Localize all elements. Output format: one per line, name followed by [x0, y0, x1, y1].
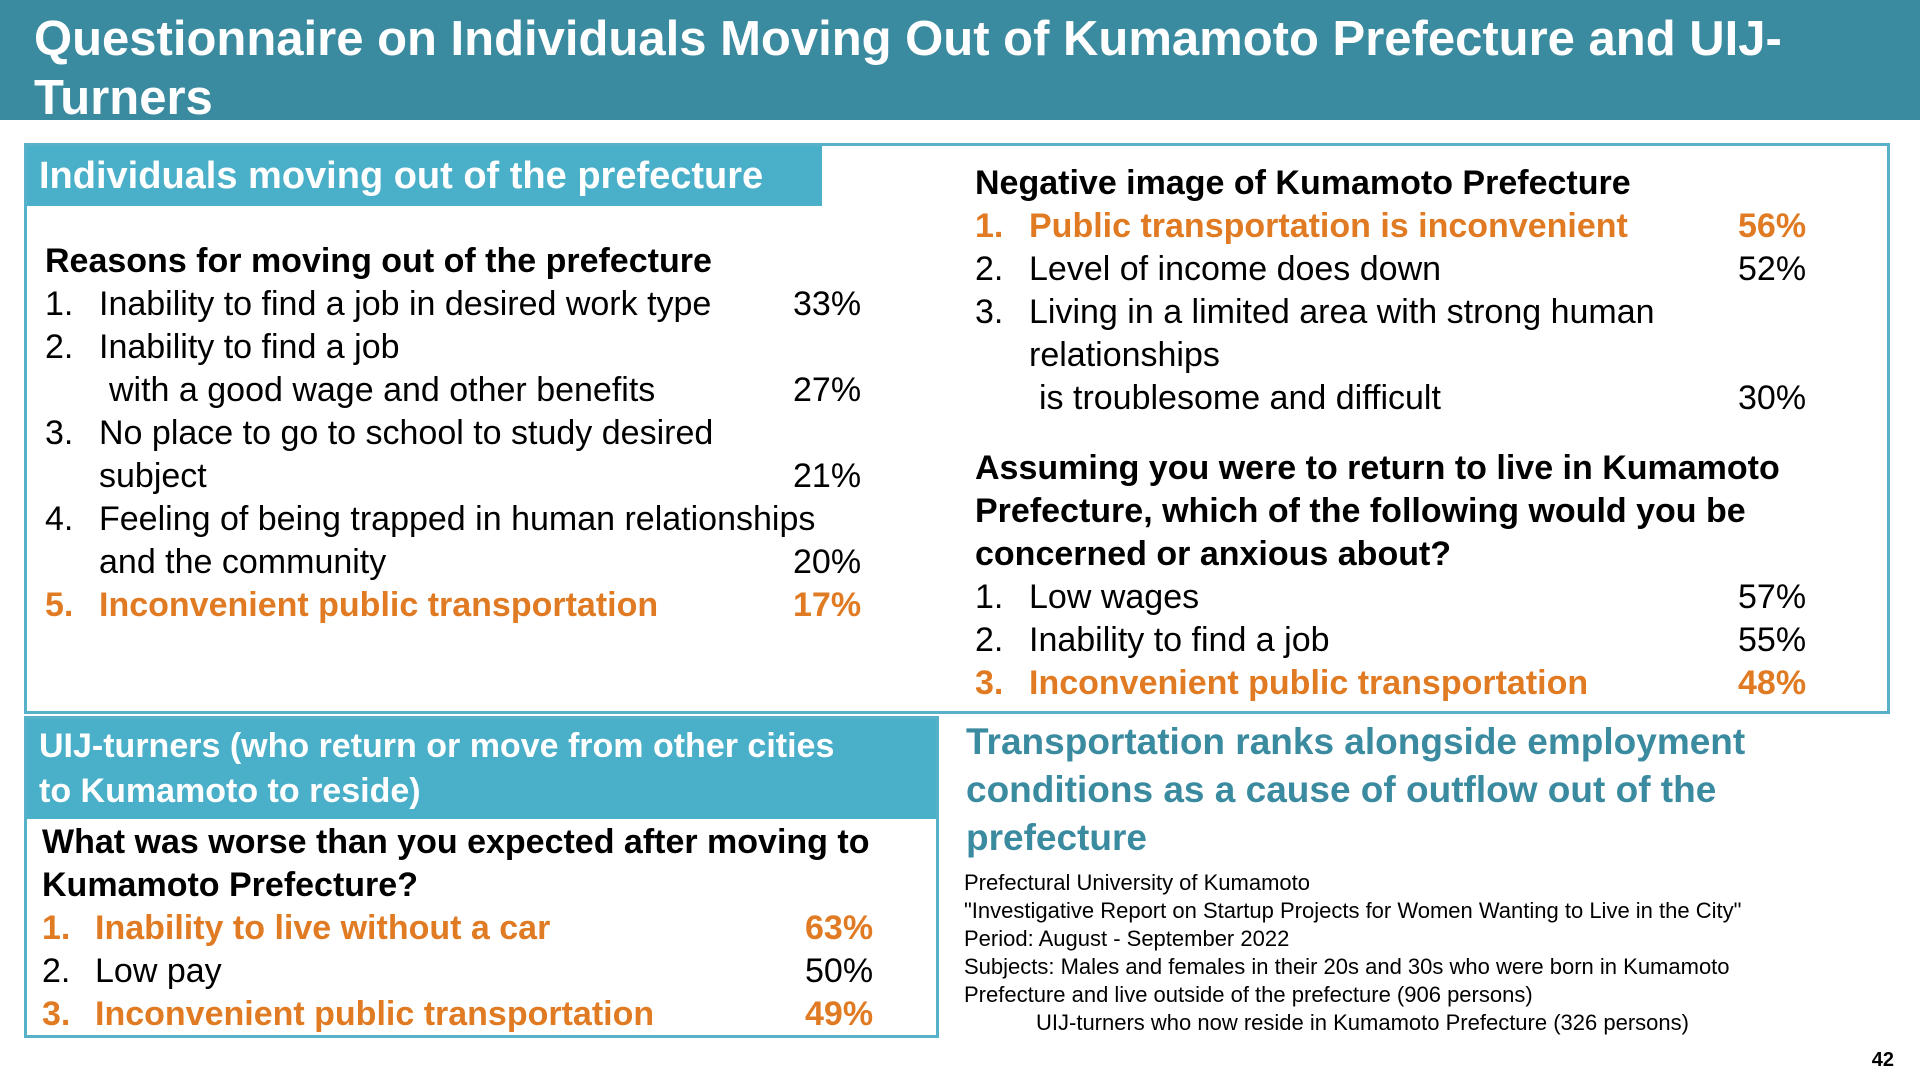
item-percent: 33% [793, 285, 862, 323]
item-percent: 30% [1738, 379, 1807, 417]
conclusion-line: conditions as a cause of outflow out of … [966, 769, 1717, 810]
item-text: Inability to find a job in desired work … [99, 285, 712, 323]
conclusion-line: Transportation ranks alongside employmen… [966, 721, 1746, 762]
item-text: Inconvenient public transportation [99, 586, 659, 624]
negative-image-list: Negative image of Kumamoto Prefecture 1.… [975, 162, 1855, 705]
item-number: 2. [42, 952, 71, 990]
uij-item-highlighted: 3. Inconvenient public transportation 49% [42, 993, 922, 1036]
item-percent: 50% [805, 952, 874, 990]
source-report: "Investigative Report on Startup Project… [964, 898, 1742, 923]
moving-out-panel [24, 143, 1890, 714]
source-institution: Prefectural University of Kumamoto [964, 870, 1311, 895]
reason-item-highlighted: 5. Inconvenient public transportation 17% [45, 584, 875, 627]
item-number: 3. [975, 664, 1004, 702]
item-percent: 56% [1738, 207, 1807, 245]
item-text: Living in a limited area with strong hum… [1029, 293, 1655, 331]
item-text: with a good wage and other benefits [109, 371, 656, 409]
item-percent: 21% [793, 457, 862, 495]
source-subjects: UIJ-turners who now reside in Kumamoto P… [1036, 1010, 1689, 1035]
item-number: 2. [975, 621, 1004, 659]
uij-header-line: UIJ-turners (who return or move from oth… [39, 727, 835, 765]
item-number: 1. [45, 285, 74, 323]
reason-item: 1. Inability to find a job in desired wor… [45, 283, 875, 326]
item-percent: 17% [793, 586, 862, 624]
source-subjects: Subjects: Males and females in their 20s… [964, 954, 1730, 979]
uij-question: What was worse than you expected after m… [42, 821, 922, 907]
item-number: 1. [975, 578, 1004, 616]
negative-heading: Negative image of Kumamoto Prefecture [975, 164, 1631, 202]
item-text: Public transportation is inconvenient [1029, 207, 1628, 245]
item-number: 1. [42, 909, 71, 947]
uij-list: What was worse than you expected after m… [42, 821, 922, 1036]
source-subjects: Prefecture and live outside of the prefe… [964, 982, 1533, 1007]
return-item: 2. Inability to find a job 55% [975, 619, 1855, 662]
return-item-highlighted: 3. Inconvenient public transportation 48% [975, 662, 1855, 705]
conclusion-line: prefecture [966, 817, 1147, 858]
item-number: 2. [975, 250, 1004, 288]
reasons-heading: Reasons for moving out of the prefecture [45, 242, 712, 280]
item-number: 5. [45, 586, 74, 624]
item-text: subject [99, 457, 207, 495]
return-heading-line: concerned or anxious about? [975, 535, 1452, 573]
item-text: No place to go to school to study desire… [99, 414, 714, 452]
title-bar: Questionnaire on Individuals Moving Out … [0, 0, 1920, 125]
return-heading-line: Prefecture, which of the following would… [975, 492, 1746, 530]
item-text: Inconvenient public transportation [1029, 664, 1589, 702]
reason-item: 3. No place to go to school to study desi… [45, 412, 875, 455]
uij-question-line: Kumamoto Prefecture? [42, 866, 418, 904]
reason-item: 2. Inability to find a job [45, 326, 875, 369]
item-percent: 63% [805, 909, 874, 947]
negative-item: 3. Living in a limited area with strong h… [975, 291, 1855, 334]
item-percent: 57% [1738, 578, 1807, 616]
uij-question-line: What was worse than you expected after m… [42, 823, 870, 861]
item-percent: 49% [805, 995, 874, 1033]
negative-item-continuation: relationships [975, 334, 1855, 377]
uij-item: 2. Low pay 50% [42, 950, 922, 993]
negative-item: 2. Level of income does down 52% [975, 248, 1855, 291]
item-text: is troublesome and difficult [1039, 379, 1441, 417]
reasons-list: Reasons for moving out of the prefecture… [45, 240, 875, 627]
item-text: Inability to find a job [99, 328, 400, 366]
item-text: Feeling of being trapped in human relati… [99, 500, 816, 538]
page-title: Questionnaire on Individuals Moving Out … [34, 12, 1782, 125]
negative-item-continuation: is troublesome and difficult 30% [975, 377, 1855, 420]
item-number: 2. [45, 328, 74, 366]
item-percent: 27% [793, 371, 862, 409]
reason-item-continuation: with a good wage and other benefits 27% [45, 369, 875, 412]
item-percent: 52% [1738, 250, 1807, 288]
uij-header: UIJ-turners (who return or move from oth… [27, 719, 936, 819]
page-number: 42 [1871, 1049, 1894, 1071]
item-percent: 55% [1738, 621, 1807, 659]
item-text: and the community [99, 543, 387, 581]
item-text: Level of income does down [1029, 250, 1442, 288]
item-number: 3. [42, 995, 71, 1033]
source-period: Period: August - September 2022 [964, 926, 1290, 951]
uij-header-line: to Kumamoto to reside) [39, 772, 421, 810]
reason-item-continuation: subject 21% [45, 455, 875, 498]
item-text: Low pay [95, 952, 222, 990]
item-text: relationships [1029, 336, 1220, 374]
item-number: 3. [975, 293, 1004, 331]
return-item: 1. Low wages 57% [975, 576, 1855, 619]
return-heading: Assuming you were to return to live in K… [975, 447, 1855, 576]
reason-item: 4. Feeling of being trapped in human rela… [45, 498, 875, 541]
item-number: 1. [975, 207, 1004, 245]
item-text: Inability to find a job [1029, 621, 1330, 659]
item-percent: 48% [1738, 664, 1807, 702]
item-text: Inconvenient public transportation [95, 995, 655, 1033]
item-number: 4. [45, 500, 74, 538]
source-notes: Prefectural University of Kumamoto "Inve… [964, 869, 1864, 1037]
item-text: Inability to live without a car [95, 909, 551, 947]
item-percent: 20% [793, 543, 862, 581]
item-text: Low wages [1029, 578, 1200, 616]
conclusion-text: Transportation ranks alongside employmen… [966, 718, 1846, 862]
item-number: 3. [45, 414, 74, 452]
moving-out-header: Individuals moving out of the prefecture [27, 146, 822, 206]
negative-item-highlighted: 1. Public transportation is inconvenient … [975, 205, 1855, 248]
reason-item-continuation: and the community 20% [45, 541, 875, 584]
return-heading-line: Assuming you were to return to live in K… [975, 449, 1780, 487]
uij-item-highlighted: 1. Inability to live without a car 63% [42, 907, 922, 950]
